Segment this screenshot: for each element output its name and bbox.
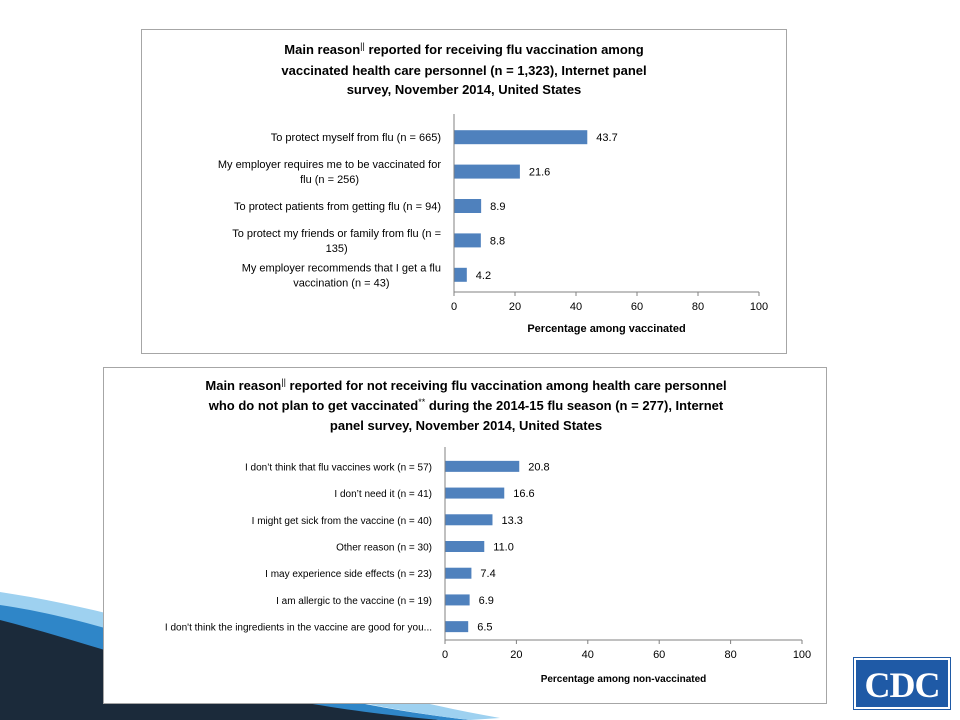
vaccinated-x-tick-label: 100 — [750, 301, 768, 313]
non-vaccinated-bar-value-label: 7.4 — [480, 568, 495, 580]
vaccinated-x-tick-label: 20 — [509, 301, 521, 313]
non-vaccinated-x-axis-label: Percentage among non-vaccinated — [541, 674, 707, 685]
vaccinated-bar-value-label: 4.2 — [476, 270, 491, 282]
vaccinated-title-text: survey, November 2014, United States — [347, 82, 582, 97]
non-vaccinated-chart-title-line: Main reason|| reported for not receiving… — [205, 377, 726, 393]
vaccinated-bar-value-label: 21.6 — [529, 167, 550, 179]
non-vaccinated-chart-title-line: who do not plan to get vaccinated** duri… — [208, 397, 724, 413]
non-vaccinated-title-text: Main reason — [205, 378, 281, 393]
non-vaccinated-bar-value-label: 11.0 — [493, 542, 514, 554]
vaccinated-bar-value-label: 43.7 — [596, 132, 617, 144]
vaccinated-reasons-chart-svg: Main reason|| reported for receiving flu… — [218, 41, 768, 335]
cdc-logo: CDC — [853, 657, 951, 710]
vaccinated-bar — [454, 130, 588, 145]
vaccinated-x-tick-label: 40 — [570, 301, 582, 313]
vaccinated-category-label: 135) — [326, 243, 348, 255]
non-vaccinated-x-tick-label: 20 — [510, 649, 522, 661]
vaccinated-category-label: To protect patients from getting flu (n … — [234, 201, 441, 213]
vaccinated-chart-title-line: Main reason|| reported for receiving flu… — [284, 41, 643, 57]
vaccinated-category-label: To protect my friends or family from flu… — [232, 228, 441, 240]
vaccinated-x-axis-label: Percentage among vaccinated — [527, 323, 685, 335]
non-vaccinated-title-superscript: || — [281, 377, 286, 387]
non-vaccinated-bar — [445, 621, 469, 633]
vaccinated-x-tick-label: 80 — [692, 301, 704, 313]
non-vaccinated-title-text: reported for not receiving flu vaccinati… — [286, 378, 727, 393]
vaccinated-category-label: My employer requires me to be vaccinated… — [218, 159, 441, 171]
non-vaccinated-bar — [445, 541, 485, 552]
non-vaccinated-x-tick-label: 80 — [724, 649, 736, 661]
vaccinated-bar — [454, 199, 482, 213]
cdc-logo-field — [856, 660, 948, 707]
vaccinated-x-tick-label: 0 — [451, 301, 457, 313]
non-vaccinated-title-text: during the 2014-15 flu season (n = 277),… — [425, 398, 724, 413]
non-vaccinated-chart-title-line: panel survey, November 2014, United Stat… — [330, 418, 602, 433]
cdc-logo-text: CDC — [865, 665, 940, 705]
non-vaccinated-bar — [445, 460, 520, 472]
non-vaccinated-bar — [445, 567, 472, 579]
non-vaccinated-reasons-chart-svg: Main reason|| reported for not receiving… — [165, 377, 811, 685]
vaccinated-bar-value-label: 8.8 — [490, 235, 505, 247]
vaccinated-category-label: vaccination (n = 43) — [293, 277, 389, 289]
vaccinated-chart-title-line: vaccinated health care personnel (n = 1,… — [281, 63, 646, 78]
non-vaccinated-bar — [445, 487, 505, 499]
vaccinated-bar — [454, 267, 467, 282]
non-vaccinated-bar — [445, 514, 493, 526]
non-vaccinated-category-label: I might get sick from the vaccine (n = 4… — [252, 516, 432, 527]
vaccinated-category-label: flu (n = 256) — [300, 174, 359, 186]
non-vaccinated-title-superscript: ** — [418, 397, 426, 407]
vaccinated-title-text: vaccinated health care personnel (n = 1,… — [281, 63, 646, 78]
vaccinated-title-superscript: || — [360, 41, 365, 51]
vaccinated-category-label: To protect myself from flu (n = 665) — [271, 132, 441, 144]
non-vaccinated-category-label: I may experience side effects (n = 23) — [265, 569, 432, 580]
non-vaccinated-bar-value-label: 20.8 — [528, 461, 549, 473]
non-vaccinated-category-label: I don't think the ingredients in the vac… — [165, 623, 432, 634]
non-vaccinated-category-label: I am allergic to the vaccine (n = 19) — [276, 596, 432, 607]
non-vaccinated-bar — [445, 594, 470, 606]
non-vaccinated-category-label: I don’t need it (n = 41) — [334, 489, 432, 500]
non-vaccinated-x-tick-label: 100 — [793, 649, 811, 661]
non-vaccinated-x-tick-label: 60 — [653, 649, 665, 661]
vaccinated-chart-title-line: survey, November 2014, United States — [347, 82, 582, 97]
vaccinated-bar — [454, 233, 481, 248]
vaccinated-bar-value-label: 8.9 — [490, 201, 505, 213]
non-vaccinated-title-text: who do not plan to get vaccinated — [208, 398, 419, 413]
non-vaccinated-x-tick-label: 40 — [582, 649, 594, 661]
non-vaccinated-x-tick-label: 0 — [442, 649, 448, 661]
non-vaccinated-bar-value-label: 6.9 — [479, 595, 494, 607]
non-vaccinated-reasons-chart: Main reason|| reported for not receiving… — [103, 367, 827, 704]
vaccinated-title-text: Main reason — [284, 42, 360, 57]
non-vaccinated-category-label: I don’t think that flu vaccines work (n … — [245, 462, 432, 473]
vaccinated-title-text: reported for receiving flu vaccination a… — [365, 42, 644, 57]
vaccinated-reasons-chart: Main reason|| reported for receiving flu… — [141, 29, 787, 354]
non-vaccinated-title-text: panel survey, November 2014, United Stat… — [330, 418, 602, 433]
non-vaccinated-bar-value-label: 13.3 — [501, 515, 522, 527]
vaccinated-category-label: My employer recommends that I get a flu — [242, 262, 441, 274]
non-vaccinated-category-label: Other reason (n = 30) — [336, 543, 432, 554]
non-vaccinated-bar-value-label: 6.5 — [477, 622, 492, 634]
vaccinated-x-tick-label: 60 — [631, 301, 643, 313]
non-vaccinated-bar-value-label: 16.6 — [513, 488, 534, 500]
vaccinated-bar — [454, 164, 520, 179]
